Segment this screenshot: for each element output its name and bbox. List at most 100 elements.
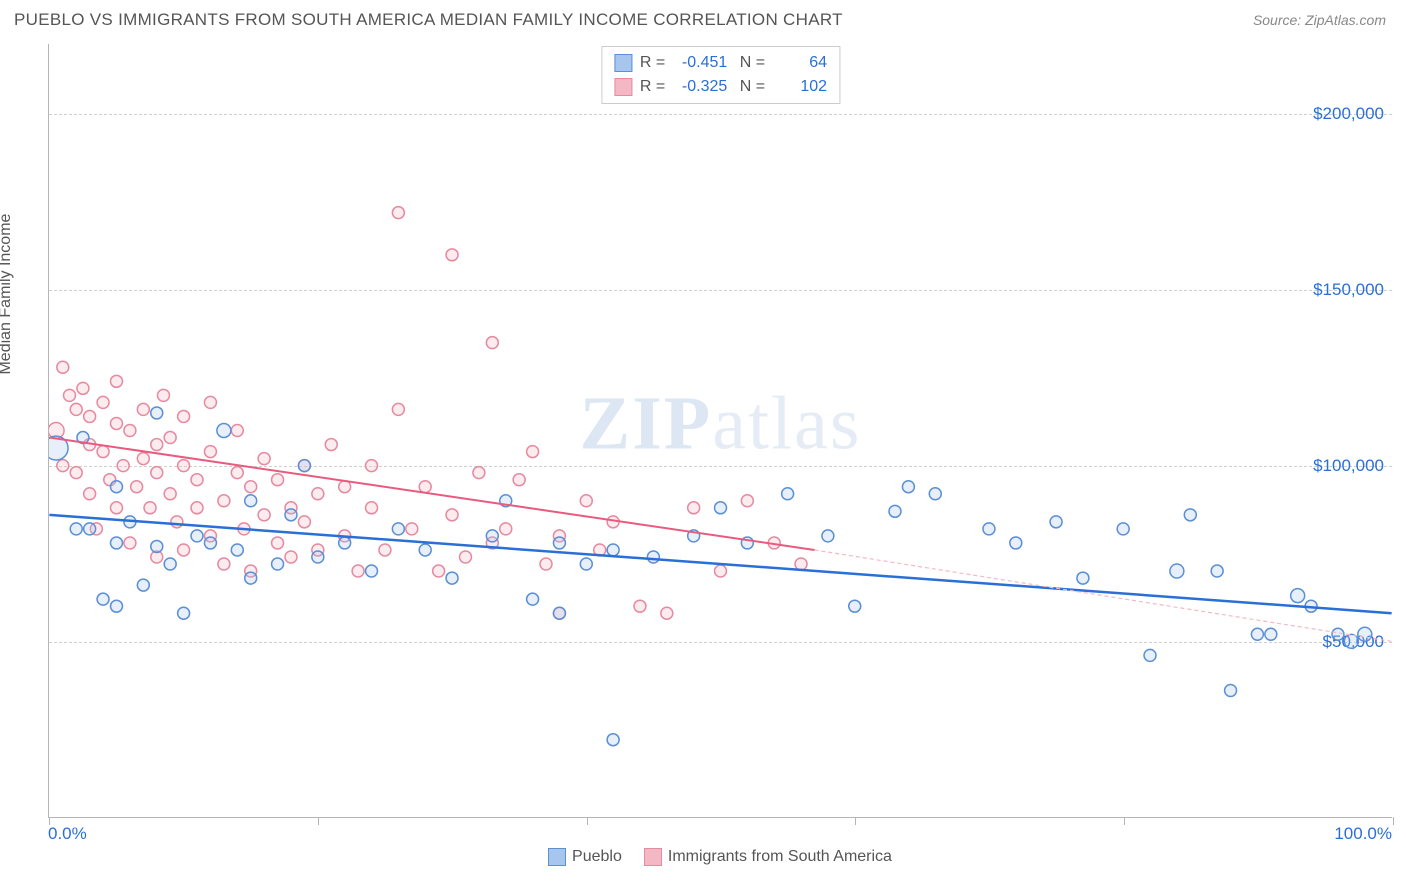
stat-r-label: R =	[640, 75, 665, 99]
data-point	[527, 593, 539, 605]
data-point	[70, 403, 82, 415]
data-point	[97, 593, 109, 605]
data-point	[70, 467, 82, 479]
data-point	[366, 502, 378, 514]
data-point	[285, 551, 297, 563]
data-point	[688, 502, 700, 514]
data-point	[1050, 516, 1062, 528]
data-point	[312, 488, 324, 500]
data-point	[1184, 509, 1196, 521]
data-point	[245, 572, 257, 584]
stat-n-pueblo: 64	[773, 51, 827, 75]
data-point	[366, 565, 378, 577]
data-point	[191, 474, 203, 486]
data-point	[218, 495, 230, 507]
data-point	[366, 460, 378, 472]
legend-pueblo: Pueblo	[548, 848, 622, 866]
data-point	[298, 460, 310, 472]
data-point	[110, 481, 122, 493]
data-point	[110, 375, 122, 387]
data-point	[392, 207, 404, 219]
stat-r-pueblo: -0.451	[673, 51, 727, 75]
data-point	[433, 565, 445, 577]
data-point	[64, 389, 76, 401]
data-point	[178, 607, 190, 619]
data-point	[191, 530, 203, 542]
data-point	[1077, 572, 1089, 584]
data-point	[795, 558, 807, 570]
data-point	[513, 474, 525, 486]
x-min-label: 0.0%	[48, 824, 87, 844]
data-point	[661, 607, 673, 619]
data-point	[157, 389, 169, 401]
stats-row-immigrants: R = -0.325 N = 102	[614, 75, 827, 99]
data-point	[110, 502, 122, 514]
stat-r-label: R =	[640, 51, 665, 75]
data-point	[1144, 649, 1156, 661]
data-point	[137, 453, 149, 465]
data-point	[204, 537, 216, 549]
data-point	[151, 407, 163, 419]
data-point	[580, 558, 592, 570]
data-point	[352, 565, 364, 577]
data-point	[151, 540, 163, 552]
data-point	[245, 481, 257, 493]
data-point	[339, 537, 351, 549]
data-point	[171, 516, 183, 528]
data-point	[110, 600, 122, 612]
data-point	[607, 734, 619, 746]
data-point	[245, 495, 257, 507]
chart-plot-area: ZIPatlas R = -0.451 N = 64 R = -0.325 N …	[48, 44, 1392, 818]
data-point	[553, 607, 565, 619]
xtick	[1393, 817, 1394, 825]
data-point	[379, 544, 391, 556]
data-point	[486, 530, 498, 542]
data-point	[607, 544, 619, 556]
data-point	[459, 551, 471, 563]
data-point	[151, 439, 163, 451]
data-point	[634, 600, 646, 612]
legend-immigrants: Immigrants from South America	[644, 848, 892, 866]
data-point	[191, 502, 203, 514]
data-point	[1358, 627, 1372, 641]
data-point	[1251, 628, 1263, 640]
data-point	[272, 537, 284, 549]
data-point	[1291, 589, 1305, 603]
trend-line	[49, 515, 1391, 613]
data-point	[70, 523, 82, 535]
data-point	[446, 509, 458, 521]
data-point	[117, 460, 129, 472]
stats-row-pueblo: R = -0.451 N = 64	[614, 51, 827, 75]
data-point	[178, 460, 190, 472]
legend-swatch-pueblo	[548, 848, 566, 866]
data-point	[1332, 628, 1344, 640]
data-point	[392, 403, 404, 415]
data-point	[1211, 565, 1223, 577]
data-point	[110, 537, 122, 549]
data-point	[902, 481, 914, 493]
data-point	[715, 565, 727, 577]
data-point	[84, 488, 96, 500]
data-point	[849, 600, 861, 612]
data-point	[231, 425, 243, 437]
data-point	[1117, 523, 1129, 535]
scatter-svg	[49, 44, 1392, 817]
data-point	[57, 361, 69, 373]
data-point	[540, 558, 552, 570]
data-point	[204, 396, 216, 408]
data-point	[782, 488, 794, 500]
data-point	[715, 502, 727, 514]
data-point	[325, 439, 337, 451]
data-point	[124, 537, 136, 549]
data-point	[124, 425, 136, 437]
bottom-legend: Pueblo Immigrants from South America	[48, 848, 1392, 866]
data-point	[258, 453, 270, 465]
data-point	[151, 467, 163, 479]
data-point	[231, 544, 243, 556]
data-point	[164, 432, 176, 444]
data-point	[822, 530, 834, 542]
data-point	[1010, 537, 1022, 549]
data-point	[473, 467, 485, 479]
data-point	[204, 446, 216, 458]
data-point	[84, 410, 96, 422]
